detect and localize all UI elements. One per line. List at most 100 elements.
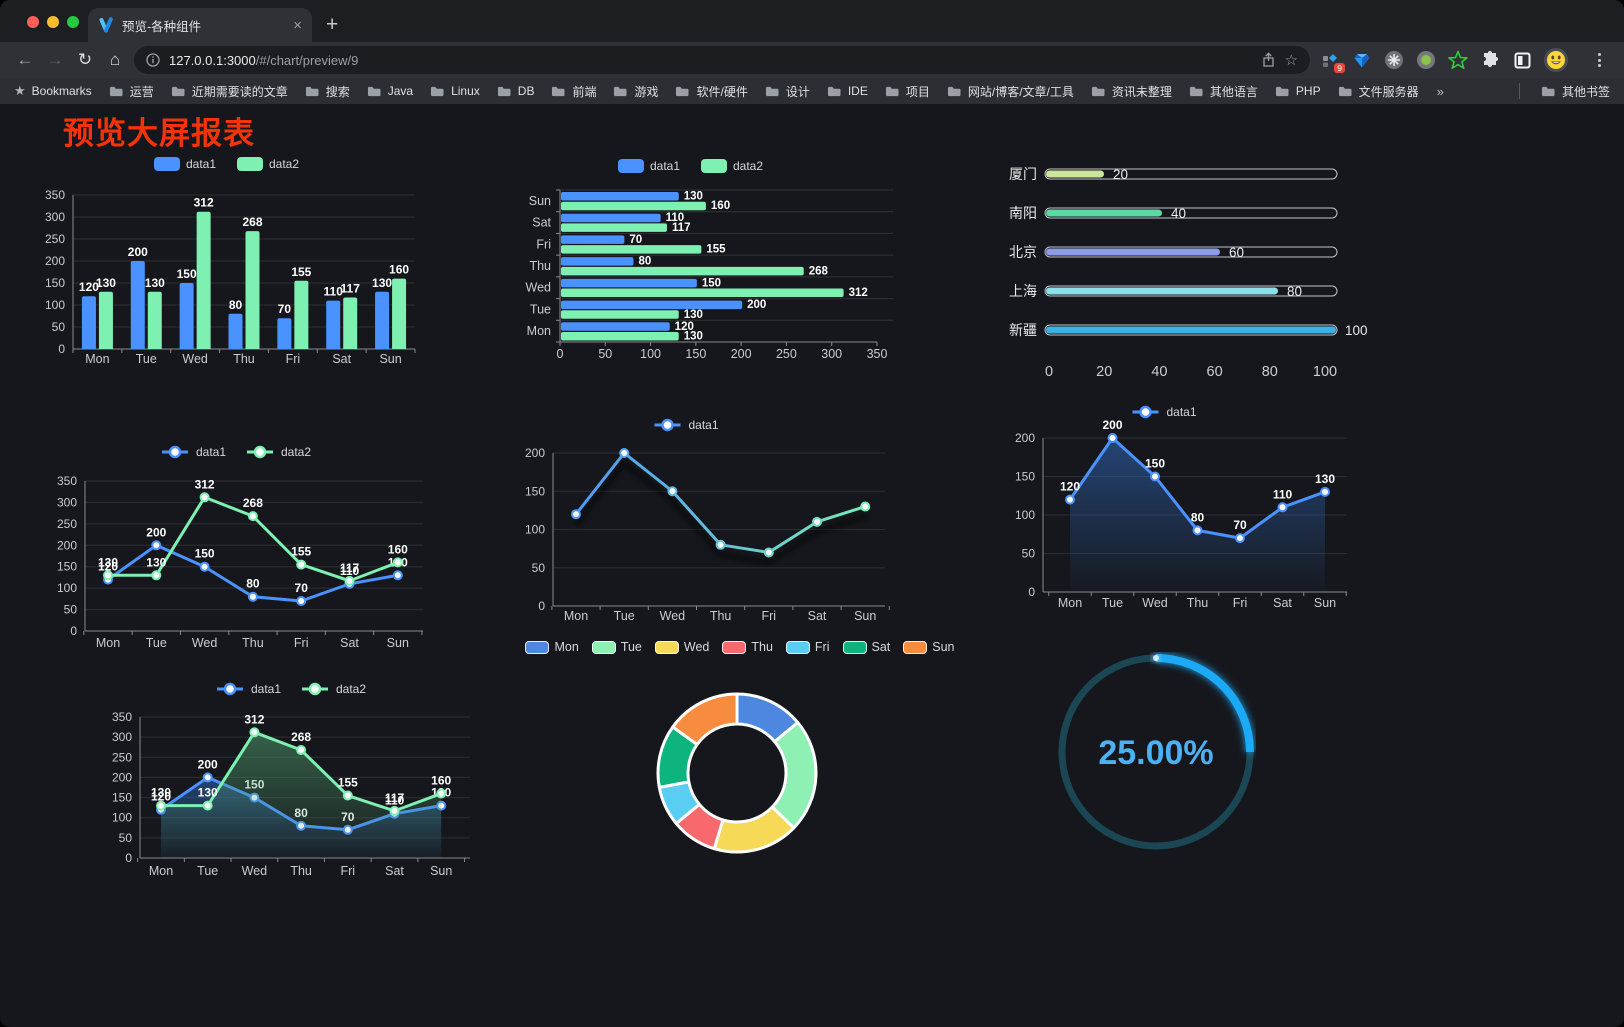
svg-text:data1: data1 [1167,405,1197,419]
extensions-area: 9 [1320,48,1607,73]
bookmark-folder[interactable]: Linux [429,84,480,98]
url-path: /#/chart/preview/9 [255,52,359,68]
bookmark-folder[interactable]: 资讯未整理 [1090,83,1172,100]
bookmark-folder[interactable]: 项目 [884,83,930,100]
donut-legend-item[interactable]: Fri [785,640,830,654]
bookmark-folder-label: 软件/硬件 [696,84,748,99]
back-button[interactable]: ← [16,50,34,69]
svg-text:20: 20 [1096,364,1112,380]
svg-text:0: 0 [70,624,77,638]
svg-text:80: 80 [638,256,651,268]
bookmark-folder-label: 资讯未整理 [1111,84,1172,99]
svg-text:100: 100 [112,811,132,825]
svg-text:新疆: 新疆 [1009,322,1037,338]
site-info-icon[interactable] [146,53,160,67]
bookmark-folder-label: PHP [1295,84,1321,98]
profile-avatar[interactable] [1544,48,1568,72]
url-bar[interactable]: 127.0.0.1:3000/#/chart/preview/9 ☆ [134,46,1310,74]
svg-text:160: 160 [431,774,451,788]
bookmark-folder[interactable]: 近期需要读的文章 [170,83,288,100]
frame-extension-icon[interactable] [1512,50,1532,70]
bookmarks-overflow-chevron[interactable]: » [1436,83,1444,99]
record-extension-icon[interactable] [1416,50,1436,70]
svg-text:data2: data2 [269,157,299,171]
svg-text:130: 130 [684,309,703,321]
reload-button[interactable]: ↻ [77,50,93,69]
puzzle-extension-icon[interactable] [1480,50,1500,70]
bookmark-folder[interactable]: 其他语言 [1188,83,1258,100]
svg-text:Fri: Fri [762,609,777,623]
donut-legend-item[interactable]: Sat [842,640,890,654]
other-bookmarks-item[interactable]: 其他书签 [1540,83,1610,100]
bookmark-folder-label: DB [517,84,535,98]
bookmark-folder[interactable]: Java [366,84,413,98]
bookmarks-bar: ★ Bookmarks 运营 近期需要读的文章 搜索 Java Linux DB 前端 游戏 软… [0,78,1624,104]
browser-menu-icon[interactable] [1592,53,1607,67]
legend-marker [591,640,616,654]
donut-legend-item[interactable]: Sun [903,640,955,654]
svg-text:80: 80 [229,298,243,312]
svg-text:200: 200 [146,525,166,539]
bookmark-folder-label: 文件服务器 [1358,84,1419,99]
svg-text:80: 80 [246,577,260,591]
chart-horizontal-bar: 0 50 100 150 200 250 300 350 Sun Sat Fri Thu Wed Tue M… [505,148,905,383]
donut-legend-item[interactable]: Mon [525,640,579,654]
zoom-window-button[interactable] [67,16,79,28]
svg-text:Tue: Tue [614,609,635,623]
bookmark-folder[interactable]: IDE [826,84,868,98]
svg-text:130: 130 [146,555,166,569]
svg-text:150: 150 [112,791,132,805]
bookmark-folder[interactable]: 软件/硬件 [674,83,748,100]
bookmark-folder[interactable]: 运营 [108,83,154,100]
svg-text:0: 0 [538,599,545,613]
new-tab-button[interactable]: + [326,13,339,36]
minimize-window-button[interactable] [47,16,59,28]
browser-tab[interactable]: 预览-各种组件 × [88,8,312,42]
svg-text:200: 200 [731,347,752,361]
svg-text:160: 160 [389,263,409,277]
green-star-extension-icon[interactable] [1448,50,1468,70]
svg-text:Mon: Mon [1058,596,1082,610]
bookmark-folder[interactable]: 文件服务器 [1337,83,1419,100]
svg-text:160: 160 [388,542,408,556]
browser-tab-strip: 预览-各种组件 × + [0,0,1624,42]
dashboard-content: 预览大屏报表 Mon Tue Wed Thu Fri Sat Sun 0 50 100 150 20… [0,104,1624,1027]
svg-text:Wed: Wed [182,352,208,366]
bookmark-folder[interactable]: 搜索 [304,83,350,100]
svg-text:120: 120 [98,560,118,574]
svg-text:312: 312 [849,287,868,299]
tab-close-icon[interactable]: × [293,16,302,34]
bookmark-folder[interactable]: 前端 [550,83,596,100]
gem-extension-icon[interactable] [1352,50,1372,70]
svg-text:Sun: Sun [529,194,551,208]
pinned-extension-icon[interactable]: 9 [1320,50,1345,73]
donut-legend-item[interactable]: Thu [722,640,773,654]
svg-text:130: 130 [96,276,116,290]
bookmark-folder[interactable]: 设计 [764,83,810,100]
bookmark-folder[interactable]: DB [496,84,535,98]
svg-text:80: 80 [1287,284,1302,299]
close-window-button[interactable] [27,16,39,28]
wheel-extension-icon[interactable] [1384,50,1404,70]
svg-text:200: 200 [57,538,77,552]
forward-button[interactable]: → [46,50,64,69]
share-icon[interactable] [1261,52,1276,68]
home-button[interactable]: ⌂ [109,50,121,69]
bookmarks-star-icon: ★ [14,83,26,98]
bookmark-folder[interactable]: 网站/博客/文章/工具 [946,83,1074,100]
svg-text:300: 300 [112,730,132,744]
donut-legend-item[interactable]: Tue [591,640,642,654]
bookmark-folder[interactable]: PHP [1274,84,1321,98]
svg-text:上海: 上海 [1009,283,1037,299]
svg-text:Sat: Sat [808,609,827,623]
svg-text:200: 200 [525,446,545,460]
svg-text:Thu: Thu [242,636,264,650]
svg-text:250: 250 [776,347,797,361]
bookmark-folder[interactable]: 游戏 [612,83,658,100]
donut-legend-item[interactable]: Wed [654,640,709,654]
bookmarks-manager-item[interactable]: ★ Bookmarks [14,83,92,99]
bookmark-folder-label: 网站/博客/文章/工具 [967,84,1074,99]
bookmark-star-icon[interactable]: ☆ [1284,52,1298,69]
svg-text:南阳: 南阳 [1009,205,1037,221]
